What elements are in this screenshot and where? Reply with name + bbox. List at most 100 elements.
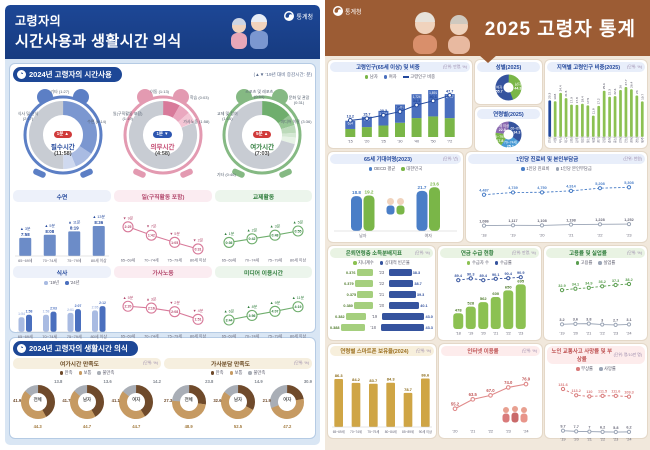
income-row: 0.376 '23 38.3 xyxy=(346,269,421,276)
line xyxy=(562,388,630,398)
marker xyxy=(269,305,281,317)
marker xyxy=(626,429,632,434)
value-label: 83.7 xyxy=(369,378,378,383)
marker xyxy=(573,321,578,326)
marker xyxy=(169,236,181,248)
value-label: 70~74세 xyxy=(144,334,159,339)
value-label: 27.7 xyxy=(624,79,628,85)
value-label: 75~79세 xyxy=(167,258,182,263)
marker xyxy=(587,429,592,434)
value-label: 2:07 xyxy=(75,304,82,308)
value-label: 19.2 xyxy=(365,189,374,194)
marker xyxy=(223,314,235,326)
value-label: 67.0 xyxy=(486,388,495,393)
value-label: 6.2 xyxy=(626,426,631,430)
donut-center-label: 남자 xyxy=(82,397,92,403)
left-poster-header: 고령자의 시간사용과 생활시간 의식 통계청 xyxy=(5,5,320,59)
section-time-use: ◔ 2024년 고령자의 시간사용 (▲▼ '19년 대비 증감시간: 분) 1분… xyxy=(9,63,316,339)
value-label: ▼ 7분 xyxy=(146,224,157,229)
bar xyxy=(619,90,622,137)
value-label: 70~74세 xyxy=(245,258,260,263)
bar xyxy=(608,96,611,137)
value-label: 84.3 xyxy=(387,377,396,382)
bar xyxy=(19,237,32,256)
clock-value: (4:58) xyxy=(155,151,170,158)
value-label: 70~74세 xyxy=(42,333,57,339)
bar xyxy=(428,90,439,117)
value-label: '24 xyxy=(626,331,632,336)
satisfaction-donut-여자: 여자 41.1 44.7 14.2 xyxy=(111,379,161,429)
marker xyxy=(493,276,498,281)
donut-segment xyxy=(495,121,522,148)
right-poster: 통계청 2025 고령자 통계 고령인구(65세 이상) 및 비중 (단위: 만명… xyxy=(325,0,650,450)
value-label: ▼ 2분 xyxy=(193,237,204,242)
clock-name: 의무시간 xyxy=(150,144,175,152)
value-label: 인천 xyxy=(569,137,574,143)
agency-badge: 통계청 xyxy=(333,6,362,16)
value-label: 5.8 xyxy=(613,426,618,430)
bar xyxy=(395,122,405,137)
marker xyxy=(510,223,516,228)
marker xyxy=(559,322,565,327)
value-label: 70~74세 xyxy=(144,258,159,263)
value-label: 1,252 xyxy=(624,218,634,222)
value-label: 74.0 xyxy=(504,380,513,385)
clock-name: 필수시간 xyxy=(50,144,75,152)
agency-badge: 통계청 xyxy=(284,11,313,21)
value-label: '24 xyxy=(626,437,632,442)
value-label: '19 xyxy=(510,233,515,238)
mini-media: 미디어 이용시간 3:44 ▲ 6분 65~69세 3:56 ▲ 8분 70~74세 4:07… xyxy=(215,266,312,339)
value-label: 109.3 xyxy=(624,390,634,394)
satisfaction-donut-남자: 남자 41.7 44.7 13.6 xyxy=(62,379,112,429)
value-label: 1,108 xyxy=(537,219,547,223)
meal-chart: '19년 '24년 1:54 1:58 65~69세 1:58 2:03 70~74세 2:01… xyxy=(13,279,111,339)
value-label: 131.6 xyxy=(558,383,568,387)
value-label: 528 xyxy=(467,301,474,306)
elderly-couple-illustration xyxy=(413,12,470,54)
value-label: 75~79세 xyxy=(67,258,82,263)
line xyxy=(127,305,199,320)
work-chart: 2:25 ▼ 9분 65~69세 1:42 ▼ 7분 70~74세 1:05 ▼ 5분 75~7… xyxy=(114,203,212,263)
right-poster-title: 2025 고령자 통계 xyxy=(484,19,636,40)
section2-title: 2024년 고령자의 생활시간 의식 xyxy=(29,344,128,353)
value-label: 경북 xyxy=(628,137,633,143)
marker xyxy=(480,278,486,283)
marker xyxy=(292,225,304,237)
value-label: 113.2 xyxy=(572,389,581,393)
segment-label: 스포츠 및 레포츠 (0:54) xyxy=(245,89,274,99)
value-label: 1:42 xyxy=(148,234,155,238)
value-label: 8:36 xyxy=(94,220,103,225)
panel-population: 고령인구(65세 이상) 및 비중 (단위: 만명, %) 남자 여자 고령인구 비중… xyxy=(328,60,472,148)
value-label: 23.6 xyxy=(430,181,439,186)
bar xyxy=(340,324,366,331)
bar xyxy=(429,187,440,231)
value-label: 강원 xyxy=(601,137,606,143)
bar xyxy=(411,118,422,137)
value-label: 65~69세 xyxy=(18,258,33,263)
value-label: 18.8 xyxy=(352,190,361,195)
panel-region: 지역별 고령인구 비중(2025) (단위: %) 20.3 전국 19.8 서울 24.… xyxy=(545,60,647,148)
value-label: 55.2 xyxy=(451,401,460,406)
donut-segment xyxy=(20,385,55,419)
value-label: 80세 이상 xyxy=(290,334,307,339)
value-label: 34.3 xyxy=(413,99,420,103)
value-label: 4,750 xyxy=(537,186,547,190)
donut-center-label: 여자 xyxy=(132,397,141,403)
bar xyxy=(515,284,526,329)
value-label: 2:25 xyxy=(124,225,131,229)
bar xyxy=(586,105,590,137)
value-label: 17.5 xyxy=(586,98,590,104)
bar xyxy=(378,125,389,137)
agency-name: 통계청 xyxy=(345,9,362,16)
marker xyxy=(626,185,632,190)
bar xyxy=(597,105,601,137)
line xyxy=(458,276,521,281)
mini-social: 교제활동 0:36 ▲ 1분 65~69세 0:42 ▲ 2분 70~74세 0:48 ▲ 3분… xyxy=(215,190,312,263)
bar xyxy=(345,120,356,129)
value-label: 2:01 xyxy=(67,308,74,312)
value-label: 남자 xyxy=(359,232,367,238)
bar xyxy=(386,382,395,427)
value-label: 7.7 xyxy=(574,425,579,429)
satisfaction-donut-여자: 여자 21.9 47.2 30.9 xyxy=(262,379,312,429)
bar xyxy=(630,89,633,137)
